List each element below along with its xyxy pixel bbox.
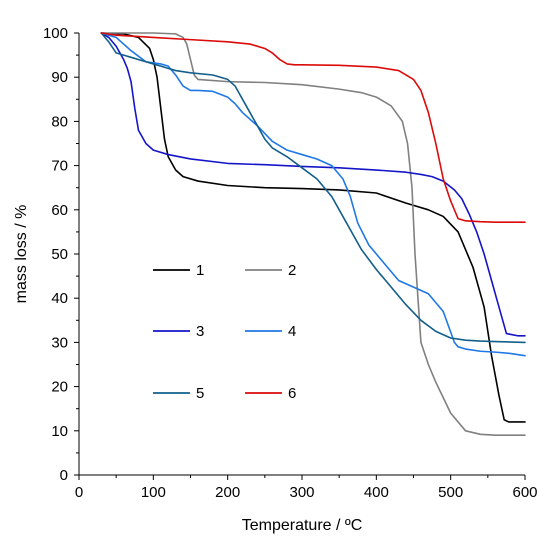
x-axis-title: Temperature / ºC xyxy=(242,517,363,534)
y-axis-title: mass loss / % xyxy=(13,205,30,304)
y-tick-label: 10 xyxy=(51,423,68,440)
y-tick-label: 0 xyxy=(60,467,68,484)
series-3-line xyxy=(100,32,526,337)
legend-label-6: 6 xyxy=(288,385,296,402)
series-2-line xyxy=(100,32,526,437)
series-6-line xyxy=(100,32,526,223)
x-tick-label: 300 xyxy=(289,484,314,501)
series-5-line xyxy=(100,32,526,344)
y-tick-label: 80 xyxy=(51,113,68,130)
y-axis-ticks: 0 10 20 30 40 50 60 70 80 90 100 xyxy=(43,25,79,484)
series-lines xyxy=(100,32,526,437)
y-tick-label: 30 xyxy=(51,334,68,351)
y-tick-label: 40 xyxy=(51,290,68,307)
x-tick-label: 400 xyxy=(364,484,389,501)
x-tick-label: 200 xyxy=(215,484,240,501)
x-axis-ticks: 0 100 200 300 400 500 600 xyxy=(75,475,538,501)
y-tick-label: 20 xyxy=(51,379,68,396)
y-tick-label: 50 xyxy=(51,246,68,263)
x-tick-label: 100 xyxy=(141,484,166,501)
y-tick-label: 70 xyxy=(51,158,68,175)
legend-label-3: 3 xyxy=(196,323,204,340)
y-tick-label: 90 xyxy=(51,69,68,86)
x-tick-label: 0 xyxy=(75,484,83,501)
series-4-line xyxy=(100,32,526,357)
y-tick-label: 100 xyxy=(43,25,68,42)
legend-label-5: 5 xyxy=(196,385,204,402)
series-1-line xyxy=(100,32,526,423)
legend: 1 2 3 4 5 6 xyxy=(153,262,296,402)
x-tick-label: 500 xyxy=(438,484,463,501)
legend-label-4: 4 xyxy=(288,323,296,340)
legend-label-1: 1 xyxy=(196,262,204,279)
plot-area: 0 100 200 300 400 500 600 0 10 20 30 40 50 60 70 80 90 1… xyxy=(43,25,538,501)
y-tick-label: 60 xyxy=(51,202,68,219)
x-tick-label: 600 xyxy=(512,484,537,501)
legend-label-2: 2 xyxy=(288,262,296,279)
